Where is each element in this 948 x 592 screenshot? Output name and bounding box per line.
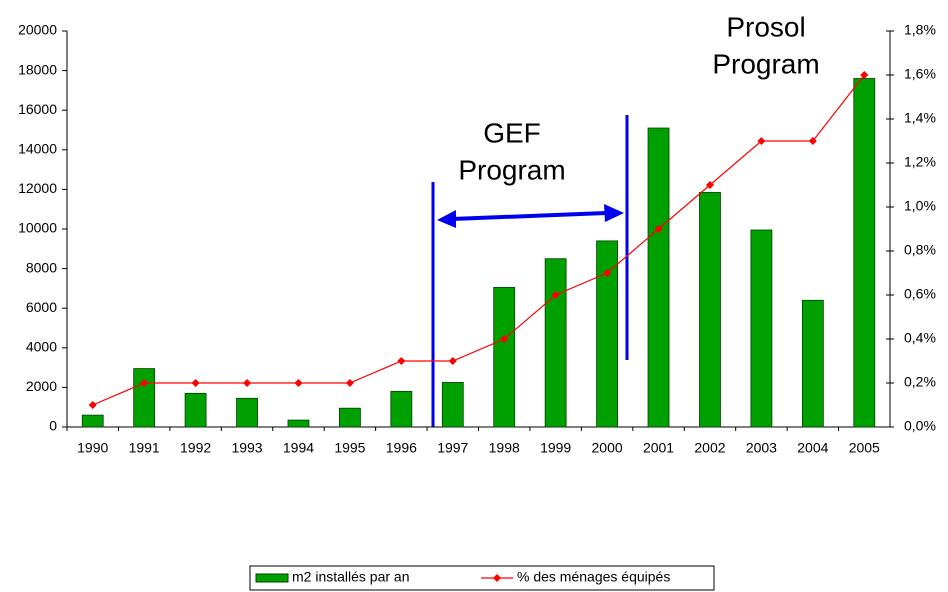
bar [287, 419, 310, 428]
x-tick-label: 1999 [540, 440, 571, 456]
x-tick-label: 1991 [129, 440, 160, 456]
y-tick-label: 10000 [18, 220, 57, 236]
line-marker [88, 401, 97, 409]
y2-tick-label: 1,0% [904, 198, 936, 214]
line-marker [191, 379, 200, 387]
line-marker [243, 379, 252, 387]
x-tick-label: 1992 [180, 440, 211, 456]
legend-label: % des ménages équipés [517, 569, 670, 585]
x-tick-label: 1996 [386, 440, 417, 456]
y2-tick-label: 1,6% [904, 66, 936, 82]
x-tick-label: 1990 [77, 440, 108, 456]
line-marker [654, 225, 663, 233]
legend-swatch [255, 573, 289, 583]
line-marker [603, 269, 612, 277]
y2-tick-label: 0,8% [904, 242, 936, 258]
line-marker [860, 71, 869, 79]
y2-tick-label: 0,2% [904, 374, 936, 390]
bar [699, 191, 721, 428]
bar [750, 229, 773, 428]
x-tick-label: 1995 [334, 440, 365, 456]
line-marker [397, 357, 406, 365]
bar [596, 240, 618, 428]
arrow-head [437, 210, 456, 228]
line-marker [345, 379, 354, 387]
arrow-head [604, 204, 624, 222]
line [92, 74, 865, 406]
y-tick-label: 8000 [26, 259, 57, 275]
line-marker [140, 379, 149, 387]
line-marker [500, 335, 509, 343]
y-tick-label: 16000 [18, 101, 57, 117]
annotation: Program [458, 154, 565, 185]
bar [853, 78, 876, 428]
y2-tick-label: 1,4% [904, 110, 936, 126]
bar [441, 382, 464, 428]
y-tick-label: 14000 [18, 141, 57, 157]
y-tick-label: 4000 [26, 339, 57, 355]
legend-label: m2 installés par an [292, 569, 410, 585]
bar [647, 127, 670, 428]
line-marker [705, 181, 714, 189]
y2-tick-label: 1,2% [904, 154, 936, 170]
gef-arrow [451, 211, 607, 221]
y-tick-label: 6000 [26, 299, 57, 315]
x-tick-label: 1998 [489, 440, 520, 456]
legend-swatch [493, 574, 501, 582]
x-tick-label: 2005 [849, 440, 880, 456]
x-tick-label: 2003 [746, 440, 777, 456]
line-marker [757, 137, 766, 145]
x-tick-label: 1993 [231, 440, 262, 456]
x-tick-label: 2000 [592, 440, 623, 456]
y-tick-label: 12000 [18, 180, 57, 196]
x-tick-label: 2002 [694, 440, 725, 456]
bar [390, 390, 413, 428]
bar [133, 368, 156, 428]
annotation: Program [712, 48, 819, 79]
annotation: GEF [483, 117, 541, 148]
x-tick-label: 1994 [283, 440, 314, 456]
y2-tick-label: 0,6% [904, 286, 936, 302]
bar [184, 392, 207, 428]
bar [544, 258, 567, 428]
x-tick-label: 2001 [643, 440, 674, 456]
y2-tick-label: 0,4% [904, 330, 936, 346]
x-tick-label: 1997 [437, 440, 468, 456]
line-marker [551, 291, 560, 299]
line-marker [808, 137, 817, 145]
line-marker [294, 379, 303, 387]
y-tick-label: 20000 [18, 22, 57, 38]
line-marker [448, 357, 457, 365]
annotation: Prosol [726, 11, 805, 42]
bar [81, 414, 104, 428]
y-tick-label: 18000 [18, 61, 57, 77]
bar [493, 287, 516, 428]
bar [236, 397, 258, 428]
y2-tick-label: 1,8% [904, 22, 936, 38]
bar [801, 299, 824, 428]
y-tick-label: 2000 [26, 378, 57, 394]
y2-tick-label: 0,0% [904, 418, 936, 434]
bar [339, 407, 361, 428]
x-tick-label: 2004 [797, 440, 828, 456]
y-tick-label: 0 [49, 418, 57, 434]
